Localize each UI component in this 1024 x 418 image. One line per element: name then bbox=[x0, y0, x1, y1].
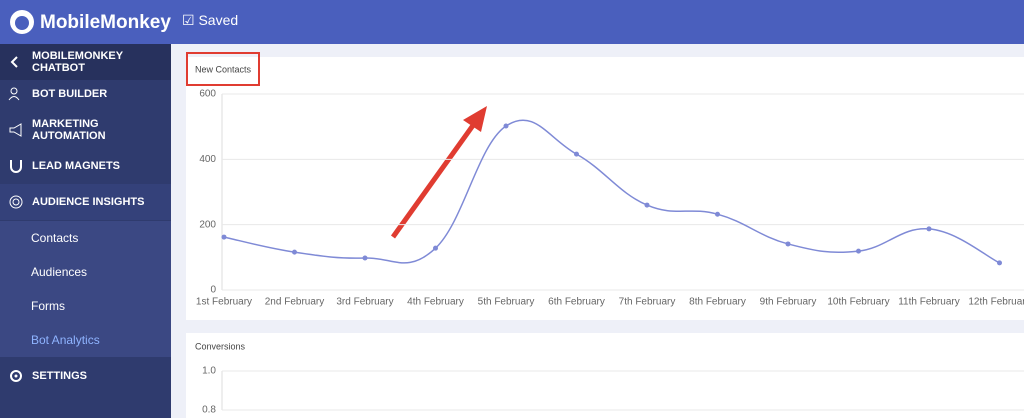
top-bar: MobileMonkey ☑ Saved bbox=[0, 0, 1024, 44]
x-tick-label: 10th February bbox=[827, 297, 889, 308]
y-tick-label: 0.8 bbox=[202, 405, 216, 416]
nav-icon bbox=[9, 195, 23, 209]
sub-item[interactable]: Forms bbox=[0, 289, 171, 323]
arrow-head bbox=[463, 106, 487, 132]
nav-label: AUDIENCE INSIGHTS bbox=[32, 196, 145, 208]
point bbox=[997, 260, 1002, 266]
point bbox=[292, 249, 297, 255]
x-tick-label: 11th February bbox=[898, 297, 960, 308]
nav-label: MARKETING AUTOMATION bbox=[32, 118, 106, 142]
nav-label: LEAD MAGNETS bbox=[32, 160, 120, 172]
nav-item[interactable]: LEAD MAGNETS bbox=[0, 148, 171, 184]
x-tick-label: 12th February bbox=[968, 297, 1024, 308]
x-tick-label: 5th February bbox=[478, 297, 535, 308]
x-tick-label: 4th February bbox=[407, 297, 464, 308]
line bbox=[223, 119, 1000, 264]
brand[interactable]: MobileMonkey bbox=[40, 12, 171, 33]
sub-label: Forms bbox=[31, 299, 65, 313]
point bbox=[221, 234, 227, 240]
point bbox=[856, 248, 861, 254]
sidebar: MOBILEMONKEY CHATBOT BOT BUILDER MARKETI… bbox=[0, 44, 171, 418]
x-tick-label: 9th February bbox=[760, 297, 817, 308]
nav-item[interactable]: MARKETING AUTOMATION bbox=[0, 112, 171, 148]
arrow-shaft bbox=[390, 122, 477, 239]
card bbox=[186, 333, 1024, 418]
y-tick-label: 400 bbox=[199, 154, 216, 165]
x-tick-label: 6th February bbox=[548, 297, 605, 308]
nav-icon bbox=[8, 87, 20, 101]
y-tick-label: 0 bbox=[210, 285, 216, 296]
sub-item[interactable]: Contacts bbox=[0, 221, 171, 255]
nav-label: SETTINGS bbox=[32, 370, 88, 382]
y-tick-label: 1.0 bbox=[202, 366, 216, 377]
highlight-box bbox=[186, 52, 260, 86]
point bbox=[926, 226, 932, 232]
x-tick-label: 3rd February bbox=[336, 297, 393, 308]
sub-item[interactable]: Audiences bbox=[0, 255, 171, 289]
nav-item[interactable]: SETTINGS bbox=[0, 358, 171, 394]
back-label: MOBILEMONKEY CHATBOT bbox=[32, 50, 123, 74]
point bbox=[433, 245, 438, 251]
point bbox=[644, 202, 650, 208]
chart-title: Conversions bbox=[195, 341, 246, 351]
point bbox=[785, 241, 791, 247]
nav-label: BOT BUILDER bbox=[32, 88, 108, 100]
sub-label: Bot Analytics bbox=[31, 333, 100, 347]
nav-icon bbox=[10, 370, 22, 382]
card bbox=[186, 57, 1024, 320]
nav-item[interactable]: BOT BUILDER bbox=[0, 76, 171, 112]
nav-icon bbox=[9, 123, 22, 137]
back-row[interactable]: MOBILEMONKEY CHATBOT bbox=[0, 44, 171, 80]
point bbox=[362, 255, 368, 261]
x-tick-label: 8th February bbox=[689, 297, 746, 308]
saved-status: ☑ Saved bbox=[182, 12, 239, 28]
nav-icon bbox=[10, 160, 22, 173]
x-tick-label: 2nd February bbox=[265, 297, 324, 308]
nav-item[interactable]: AUDIENCE INSIGHTS bbox=[0, 184, 171, 220]
y-tick-label: 200 bbox=[199, 219, 216, 230]
point bbox=[503, 123, 509, 129]
sub-label: Contacts bbox=[31, 231, 79, 245]
sub-item[interactable]: Bot Analytics bbox=[0, 323, 171, 357]
point bbox=[715, 211, 720, 217]
back-icon bbox=[10, 56, 18, 68]
x-tick-label: 1st February bbox=[196, 297, 252, 308]
chart-title: New Contacts bbox=[195, 64, 252, 74]
sub-label: Audiences bbox=[31, 265, 88, 279]
logo bbox=[10, 10, 34, 34]
y-tick-label: 600 bbox=[199, 89, 216, 100]
point bbox=[574, 151, 579, 157]
saved-text: Saved bbox=[198, 12, 239, 28]
x-tick-label: 7th February bbox=[619, 297, 676, 308]
